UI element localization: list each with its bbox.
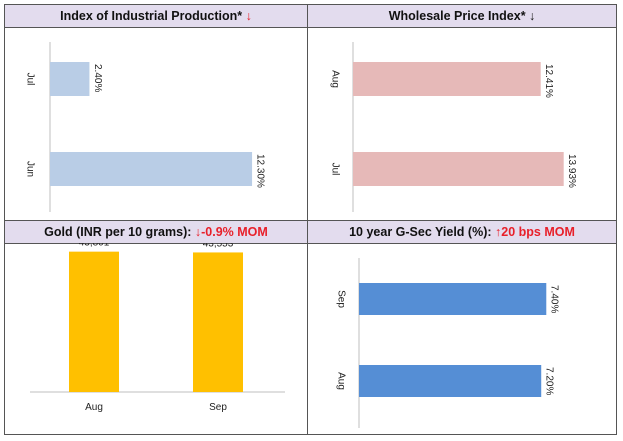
- data-label: 12.41%: [543, 64, 554, 98]
- wpi-header: Wholesale Price Index* ↓: [308, 5, 616, 28]
- wpi-title: Wholesale Price Index*: [388, 9, 526, 23]
- dashboard: Index of Industrial Production* ↓ Jul 2.4…: [4, 4, 617, 435]
- arrow-down-icon: ↓: [245, 9, 252, 23]
- iip-chart: Jul 2.40% Jun 12.30%: [24, 42, 265, 212]
- category-label: Jul: [329, 163, 340, 176]
- category-label: Aug: [329, 70, 340, 88]
- data-label: 7.40%: [549, 285, 560, 313]
- arrow-down-icon: ↓: [194, 225, 202, 239]
- category-label: Jun: [24, 161, 35, 177]
- bar-aug: [359, 365, 542, 397]
- data-label: 7.20%: [544, 367, 555, 395]
- category-label: Sep: [335, 290, 346, 308]
- data-label: 43,553: [203, 243, 234, 249]
- bar-sep: [359, 283, 547, 315]
- category-label: Jul: [24, 73, 35, 86]
- category-label: Aug: [85, 402, 103, 413]
- arrow-down-icon: ↓: [529, 9, 536, 23]
- bar-jul: [50, 62, 90, 96]
- gold-header: Gold (INR per 10 grams): ↓-0.9% MOM: [5, 221, 307, 244]
- gsec-header: 10 year G-Sec Yield (%): ↑20 bps MOM: [308, 221, 616, 244]
- gsec-title: 10 year G-Sec Yield (%):: [349, 225, 492, 239]
- gsec-panel: 10 year G-Sec Yield (%): ↑20 bps MOM Sep…: [308, 221, 616, 434]
- bar-jul: [353, 152, 564, 186]
- bar-aug: [353, 62, 541, 96]
- wpi-panel: Wholesale Price Index* ↓ Aug 12.41% Jul 13.…: [308, 5, 616, 221]
- iip-panel: Index of Industrial Production* ↓ Jul 2.4…: [5, 5, 308, 221]
- gsec-change: 20 bps MOM: [501, 225, 575, 239]
- iip-title: Index of Industrial Production*: [60, 9, 243, 23]
- gold-panel: Gold (INR per 10 grams): ↓-0.9% MOM 43,8…: [5, 221, 308, 434]
- bar-sep: [193, 252, 243, 392]
- data-label: 2.40%: [92, 64, 103, 92]
- arrow-up-icon: ↑: [495, 225, 502, 239]
- bar-jun: [50, 152, 253, 186]
- data-label: 13.93%: [566, 154, 577, 188]
- data-label: 43,801: [79, 243, 110, 249]
- gsec-chart: Sep 7.40% Aug 7.20%: [335, 258, 560, 428]
- category-label: Sep: [209, 402, 227, 413]
- gold-title: Gold (INR per 10 grams):: [44, 225, 192, 239]
- data-label: 12.30%: [254, 154, 265, 188]
- gold-change: -0.9% MOM: [201, 225, 268, 239]
- bar-aug: [69, 251, 119, 392]
- iip-header: Index of Industrial Production* ↓: [5, 5, 307, 28]
- wpi-chart: Aug 12.41% Jul 13.93%: [329, 42, 577, 212]
- gold-chart: 43,801 Aug 43,553 Sep: [30, 243, 285, 413]
- category-label: Aug: [335, 372, 346, 390]
